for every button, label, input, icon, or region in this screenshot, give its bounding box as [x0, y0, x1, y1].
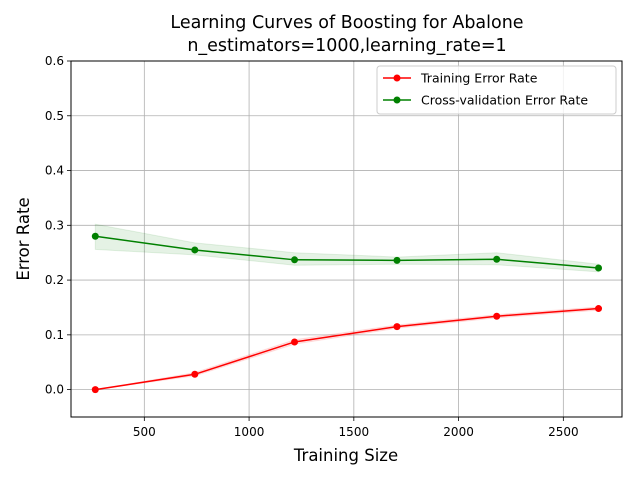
point-cv — [493, 255, 501, 263]
plot-area-frame — [70, 60, 623, 418]
y-tick-label: 0.4 — [45, 164, 64, 178]
y-axis-label: Error Rate — [14, 197, 33, 280]
point-cv — [393, 256, 401, 264]
y-tick-label: 0.2 — [45, 273, 64, 287]
x-axis-ticks: 500 1000 1500 2000 2500 — [133, 417, 579, 439]
point-training — [493, 312, 501, 320]
y-tick-label: 0.5 — [45, 109, 64, 123]
x-tick-label: 2500 — [548, 425, 579, 439]
point-cv — [595, 264, 603, 272]
y-tick-label: 0.1 — [45, 328, 64, 342]
x-tick-label: 500 — [133, 425, 156, 439]
point-cv — [91, 232, 99, 240]
legend: Training Error Rate Cross-validation Err… — [376, 65, 617, 115]
x-axis-label: Training Size — [293, 446, 398, 465]
y-tick-label: 0.0 — [45, 383, 64, 397]
confidence-bands — [94, 223, 600, 391]
point-training — [291, 338, 299, 346]
x-tick-label: 1500 — [339, 425, 370, 439]
band-training — [95, 306, 600, 391]
series-points — [91, 232, 603, 394]
series-lines — [95, 235, 599, 391]
y-axis-ticks: 0.0 0.1 0.2 0.3 0.4 0.5 0.6 — [45, 54, 71, 397]
legend-label-training: Training Error Rate — [420, 71, 538, 86]
x-tick-label: 2000 — [443, 425, 474, 439]
point-cv — [291, 256, 299, 264]
band-cv — [94, 223, 600, 273]
point-training — [191, 370, 199, 378]
legend-box — [376, 65, 617, 115]
legend-label-cv: Cross-validation Error Rate — [421, 93, 588, 108]
point-training — [595, 305, 603, 313]
chart-title: Learning Curves of Boosting for Abalone — [170, 13, 523, 33]
y-tick-label: 0.6 — [45, 54, 64, 68]
chart-subtitle: n_estimators=1000,learning_rate=1 — [187, 36, 506, 56]
x-tick-label: 1000 — [234, 425, 265, 439]
legend-marker-training — [393, 74, 401, 82]
line-training — [95, 307, 599, 391]
y-tick-label: 0.3 — [45, 218, 64, 232]
line-cv — [95, 235, 599, 269]
point-training — [393, 323, 401, 331]
point-cv — [191, 246, 199, 254]
point-training — [91, 386, 99, 394]
legend-marker-cv — [393, 96, 401, 104]
